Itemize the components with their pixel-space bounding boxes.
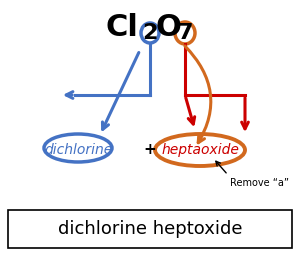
Text: 7: 7 (177, 23, 193, 43)
Text: +: + (144, 142, 156, 157)
Text: Remove “a”: Remove “a” (230, 178, 289, 188)
Text: O: O (155, 12, 181, 41)
Text: dichlorine: dichlorine (44, 143, 112, 157)
Text: Cl: Cl (105, 13, 138, 42)
FancyBboxPatch shape (8, 210, 292, 248)
Text: 2: 2 (142, 23, 158, 43)
Text: dichlorine heptoxide: dichlorine heptoxide (58, 220, 242, 238)
Text: heptaoxide: heptaoxide (161, 143, 239, 157)
